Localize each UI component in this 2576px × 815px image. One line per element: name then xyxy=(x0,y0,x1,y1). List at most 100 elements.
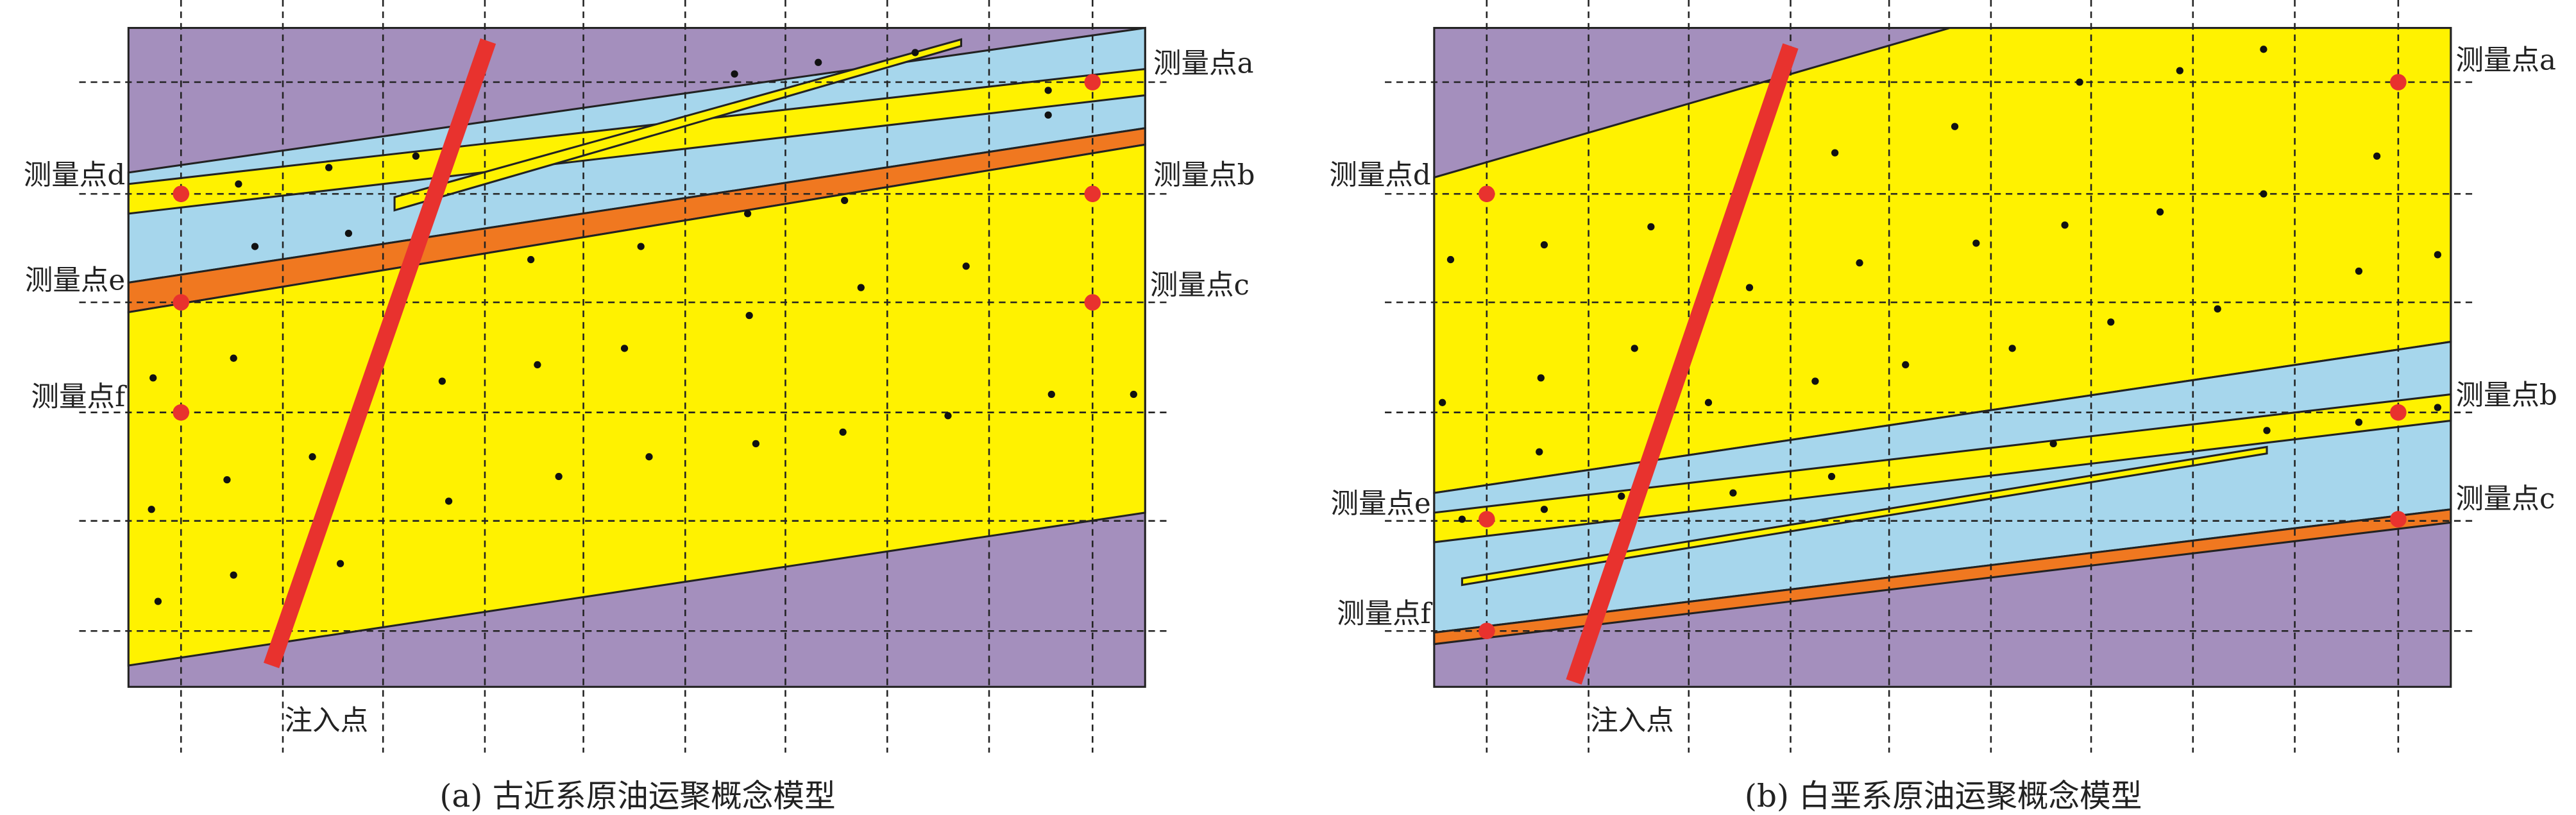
sand-dot xyxy=(1458,515,1466,523)
sand-dot xyxy=(620,345,629,352)
measure-point xyxy=(173,404,190,421)
sand-dot xyxy=(2434,404,2441,411)
panel-a: 注入点 测量点a 测量点b 测量点c 测量点d 测量点e 测量点f (a) 古近… xyxy=(24,0,1255,814)
sand-dot xyxy=(2214,305,2221,313)
sand-dot xyxy=(1902,361,1910,369)
sand-dot xyxy=(1439,399,1446,406)
sand-dot xyxy=(2355,418,2363,426)
sand-dot xyxy=(1618,492,1625,500)
sand-dot xyxy=(2156,208,2164,216)
sand-dot xyxy=(2008,345,2016,352)
sand-dot xyxy=(1856,259,1863,267)
sand-dot xyxy=(344,229,353,237)
sand-dot xyxy=(2049,440,2057,447)
measure-label: 测量点e xyxy=(25,264,125,296)
measure-label: 测量点e xyxy=(1330,488,1430,520)
sand-dot xyxy=(841,196,849,205)
measure-point xyxy=(1084,185,1101,202)
caption: (a) 古近系原油运聚概念模型 xyxy=(439,778,835,814)
measure-label: 测量点c xyxy=(1150,270,1250,302)
panel-b: 注入点 测量点a 测量点b 测量点c 测量点d 测量点e 测量点f (b) 白垩… xyxy=(1329,0,2557,814)
measure-label: 测量点b xyxy=(1153,160,1255,192)
sand-dot xyxy=(1647,223,1655,230)
sand-dot xyxy=(2061,221,2069,229)
sand-dot xyxy=(438,377,446,385)
sand-dot xyxy=(534,361,541,369)
measure-label: 测量点c xyxy=(2456,483,2555,515)
sand-dot xyxy=(911,49,919,56)
measure-point xyxy=(2390,74,2407,90)
sand-dot xyxy=(555,472,563,481)
sand-dot xyxy=(1831,149,1839,157)
sand-dot xyxy=(1811,377,1819,385)
fault xyxy=(263,38,496,669)
measure-label: 测量点b xyxy=(2456,380,2557,412)
sand-dot xyxy=(745,311,753,320)
sand-dot xyxy=(223,476,231,484)
sand-dot xyxy=(149,374,157,382)
measure-point xyxy=(1084,294,1101,311)
sand-dot xyxy=(731,70,738,78)
sand-dot xyxy=(1540,241,1548,249)
sand-dot xyxy=(2107,318,2115,326)
sand-dot xyxy=(637,243,645,250)
measure-point xyxy=(1479,622,1495,640)
sand-dot xyxy=(2355,267,2363,275)
sand-dot xyxy=(857,284,865,291)
caption: (b) 白垩系原油运聚概念模型 xyxy=(1745,778,2142,814)
sand-lens xyxy=(1461,445,2268,587)
sand-dot xyxy=(1537,374,1545,382)
sand-dot xyxy=(1044,111,1052,119)
sand-dot xyxy=(230,571,237,579)
sand-dot xyxy=(2373,152,2381,160)
measure-point xyxy=(1479,511,1495,528)
sand-dot xyxy=(445,497,453,505)
sand-dot xyxy=(1729,489,1737,497)
sand-stripe xyxy=(1433,393,2452,544)
fault xyxy=(1566,43,1799,685)
measure-label: 测量点f xyxy=(1337,598,1433,630)
sand-dot xyxy=(2263,427,2271,434)
sand-dot xyxy=(2434,251,2441,259)
measure-label: 测量点a xyxy=(1153,47,1254,80)
sand-dot xyxy=(527,255,535,264)
sand-dot xyxy=(752,440,760,447)
sand-dot xyxy=(743,210,752,218)
measure-point xyxy=(1479,185,1495,202)
sand-dot xyxy=(1446,255,1455,264)
sand-dot xyxy=(154,597,162,605)
sand-dot xyxy=(1047,390,1055,399)
sand-dot xyxy=(1972,239,1980,247)
sand-dot xyxy=(2260,46,2267,53)
measure-label: 测量点f xyxy=(31,381,128,413)
sand-dot xyxy=(148,506,155,513)
sand-dot xyxy=(309,453,316,461)
measure-label: 测量点a xyxy=(2456,44,2556,76)
injection-label: 注入点 xyxy=(1590,705,1674,737)
sand-dot xyxy=(1536,448,1543,456)
sand-dot xyxy=(235,180,242,188)
measure-point xyxy=(173,185,190,202)
measure-label: 测量点d xyxy=(1329,160,1430,192)
sand-dot xyxy=(2176,67,2183,74)
measure-point xyxy=(1084,74,1101,90)
measure-point xyxy=(173,294,190,311)
sand-dot xyxy=(1704,399,1713,406)
injection-label: 注入点 xyxy=(285,705,369,737)
sand-dot xyxy=(944,412,952,420)
sand-dot xyxy=(412,152,420,160)
sand-dot xyxy=(815,58,822,66)
sand-dot xyxy=(962,262,970,270)
sand-dot xyxy=(251,243,259,250)
sand-dot xyxy=(2260,190,2267,198)
sand-dot xyxy=(2076,78,2083,86)
sand-dot xyxy=(1631,345,1638,352)
sand-dot xyxy=(1044,87,1052,94)
sand-dot xyxy=(336,560,344,567)
sand-dot xyxy=(645,453,653,461)
sand-dot xyxy=(230,354,237,362)
measure-point xyxy=(2390,404,2407,421)
sand-dot xyxy=(1827,472,1836,481)
sand-dot xyxy=(1745,284,1754,291)
